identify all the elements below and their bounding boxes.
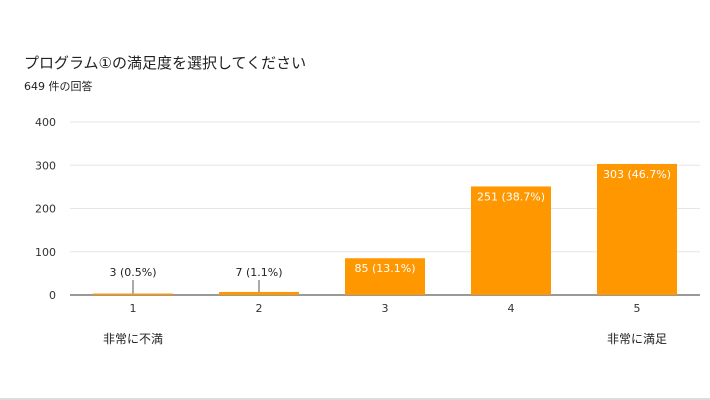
data-label-3: 85 (13.1%): [354, 262, 415, 275]
bar-5[interactable]: [597, 163, 677, 295]
bar-3[interactable]: [345, 258, 425, 295]
data-label-4: 251 (38.7%): [477, 190, 545, 203]
labels: 0 100 200 300 400 1 3 (0.5%) 2 7 (1.1%) 3 85 (13.1…: [35, 116, 671, 346]
y-tick-label-200: 200: [35, 203, 56, 216]
y-tick-label-300: 300: [35, 159, 56, 172]
chart-title: プログラム①の満足度を選択してください: [24, 54, 307, 72]
data-label-1: 3 (0.5%): [109, 266, 156, 279]
card-bottom-border: [0, 398, 710, 400]
x-tick-label-1: 1: [130, 302, 137, 315]
x-tick-label-3: 3: [382, 302, 389, 315]
bar-2[interactable]: [219, 291, 299, 295]
y-tick-label-400: 400: [35, 116, 56, 129]
bars: [93, 163, 677, 296]
y-tick-label-100: 100: [35, 246, 56, 259]
bar-1[interactable]: [93, 293, 173, 296]
scale-label-low: 非常に不満: [103, 332, 163, 346]
scale-label-high: 非常に満足: [607, 332, 667, 346]
data-label-5: 303 (46.7%): [603, 168, 671, 181]
x-tick-label-5: 5: [634, 302, 641, 315]
x-tick-label-4: 4: [508, 302, 515, 315]
bar-4[interactable]: [471, 186, 551, 295]
response-count: 649 件の回答: [24, 80, 93, 93]
x-tick-label-2: 2: [256, 302, 263, 315]
data-label-2: 7 (1.1%): [235, 266, 282, 279]
y-tick-label-0: 0: [49, 289, 56, 302]
